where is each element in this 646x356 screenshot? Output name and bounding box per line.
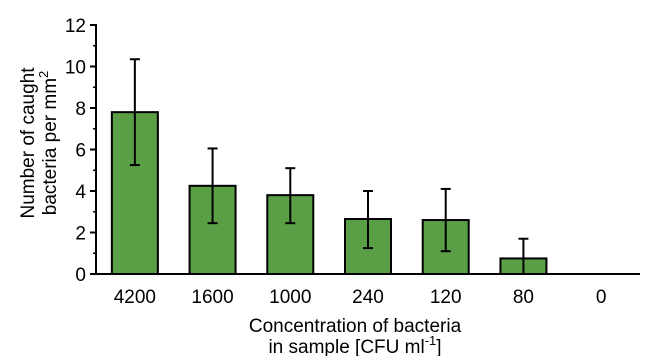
x-axis-title-superscript: -1 — [425, 333, 437, 348]
plot-area: 4200 1600 1000 240 120 80 0 0 2 4 6 8 10 12 — [65, 16, 640, 308]
x-tick-label-1600: 1600 — [191, 287, 233, 308]
y-tick-label-8: 8 — [75, 99, 86, 120]
x-tick-label-4200: 4200 — [114, 287, 156, 308]
y-axis-title-line1: Number of caught — [18, 67, 39, 219]
x-tick-label-120: 120 — [430, 287, 462, 308]
y-tick-label-2: 2 — [75, 224, 86, 245]
x-axis-title: Concentration of bacteria in sample [CFU… — [249, 316, 462, 356]
x-tick-label-80: 80 — [513, 287, 534, 308]
x-axis-title-line2-text: in sample [CFU ml — [268, 337, 424, 356]
x-tick-label-1000: 1000 — [269, 287, 311, 308]
y-tick-label-6: 6 — [75, 141, 86, 162]
y-tick-label-4: 4 — [75, 182, 86, 203]
x-axis-title-line2: in sample [CFU ml-1] — [268, 333, 441, 356]
y-tick-label-0: 0 — [75, 265, 86, 286]
y-tick-label-10: 10 — [65, 58, 86, 79]
x-tick-label-240: 240 — [352, 287, 384, 308]
y-axis-title: Number of caught bacteria per mm2 — [18, 67, 61, 219]
x-tick-label-0: 0 — [596, 287, 607, 308]
y-axis-title-line2-text: bacteria per mm — [40, 78, 61, 215]
y-axis-title-line2: bacteria per mm2 — [36, 71, 61, 216]
x-axis-title-line2-end: ] — [436, 337, 441, 356]
x-axis-title-line1: Concentration of bacteria — [249, 316, 462, 337]
y-axis-title-superscript: 2 — [36, 71, 51, 78]
y-tick-label-12: 12 — [65, 16, 86, 37]
